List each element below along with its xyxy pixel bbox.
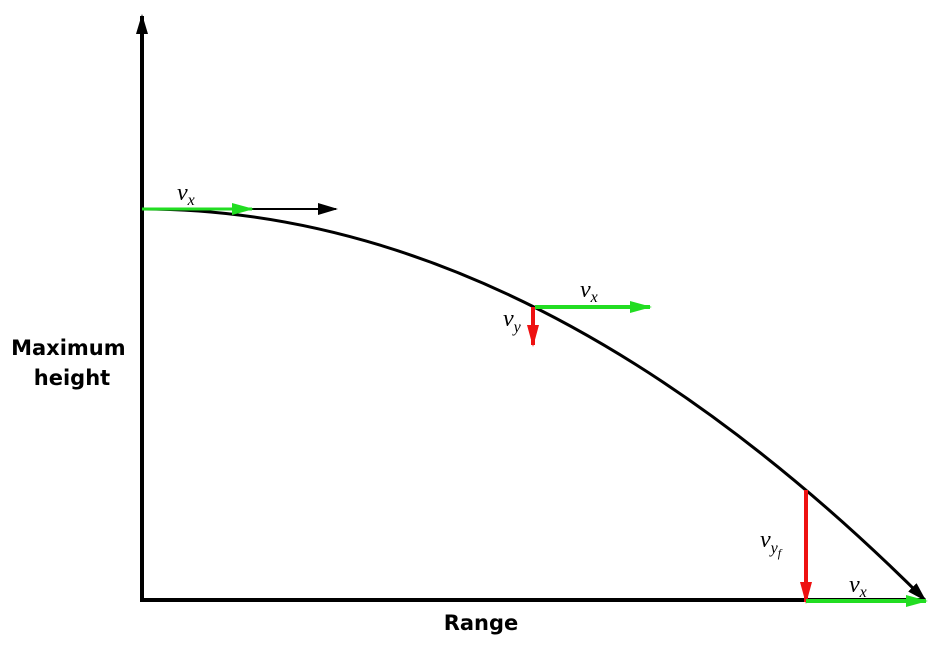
subscript: x [187,192,195,209]
symbol: v [849,572,860,598]
y-axis-label: Maximum height [11,336,133,390]
trajectory [141,207,927,602]
vector-label: vx [849,572,867,601]
subscript: y [769,540,779,557]
symbol: v [503,306,514,332]
subscript: x [859,584,867,601]
vector-label: vy [503,306,522,336]
subscript: x [590,289,598,306]
symbol: v [177,180,188,206]
symbol: v [580,277,591,303]
subscript: f [778,546,783,560]
x-axis-label: Range [444,611,519,635]
y-axis-label-line: height [34,366,110,390]
subscript: y [512,319,522,336]
vector-label: vyf [760,527,783,560]
vector-label: vx [580,277,598,306]
vector-label: vx [177,180,195,209]
symbol: v [760,527,771,553]
y-axis-label-line: Maximum [11,336,126,360]
